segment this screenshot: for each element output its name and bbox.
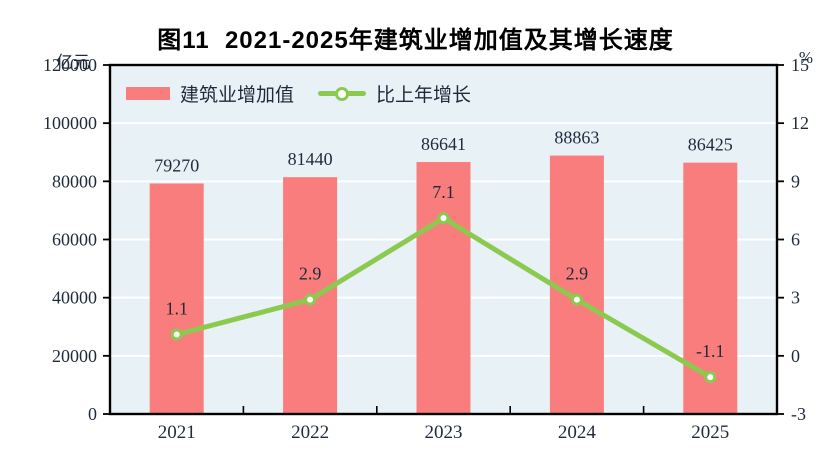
bar-value-label: 86641 [421, 134, 466, 154]
growth-value-label: 1.1 [165, 299, 188, 319]
right-axis-tick-label: 0 [791, 346, 800, 366]
left-axis-unit-label: 亿元 [56, 53, 90, 72]
growth-value-label: -1.1 [696, 341, 725, 361]
legend-line-swatch-icon [318, 86, 367, 101]
line-marker-2022 [304, 293, 317, 306]
left-axis-tick-label: 20000 [52, 346, 97, 366]
legend-bar-label: 建筑业增加值 [180, 85, 295, 106]
left-axis-tick-label: 80000 [52, 171, 97, 191]
right-axis-tick-label: 15 [791, 55, 809, 75]
legend-bar-swatch-icon [126, 87, 170, 100]
left-axis-tick-label: 120000 [43, 55, 97, 75]
legend-line-label: 比上年增长 [376, 85, 472, 106]
bar-2021 [149, 183, 204, 414]
growth-value-label: 2.9 [566, 264, 589, 284]
category-label-2024: 2024 [558, 422, 597, 443]
right-axis-tick-label: 9 [791, 171, 800, 191]
line-marker-2025 [704, 371, 717, 384]
plot-border [108, 63, 779, 416]
category-label-2023: 2023 [425, 422, 463, 443]
line-marker-2024 [570, 293, 583, 306]
left-axis-tick-label: 0 [88, 404, 97, 424]
line-marker-2023 [437, 212, 450, 225]
right-axis-tick-label: 6 [791, 230, 800, 250]
left-axis-tick-label: 60000 [52, 230, 97, 250]
bar-value-label: 79270 [154, 155, 199, 175]
category-label-2021: 2021 [158, 422, 196, 443]
legend-line-marker-icon [335, 86, 350, 101]
growth-value-label: 2.9 [299, 264, 322, 284]
left-axis-tick-label: 100000 [43, 113, 97, 133]
bar-value-label: 86425 [688, 135, 733, 155]
bar-2024 [549, 155, 604, 415]
line-marker-2021 [170, 328, 183, 341]
growth-value-label: 7.1 [432, 182, 455, 202]
bar-value-label: 81440 [288, 149, 333, 169]
right-axis-tick-label: -3 [791, 404, 806, 424]
category-label-2025: 2025 [691, 422, 729, 443]
legend: 建筑业增加值 比上年增长 [126, 80, 471, 107]
right-axis-tick-label: 3 [791, 288, 800, 308]
chart-title: 图11 2021-2025年建筑业增加值及其增长速度 [157, 27, 674, 54]
bar-value-label: 88863 [554, 128, 599, 148]
right-axis-unit-label: % [798, 48, 813, 67]
category-label-2022: 2022 [291, 422, 329, 443]
bar-2023 [416, 162, 471, 414]
left-axis-tick-label: 40000 [52, 288, 97, 308]
right-axis-tick-label: 12 [791, 113, 809, 133]
